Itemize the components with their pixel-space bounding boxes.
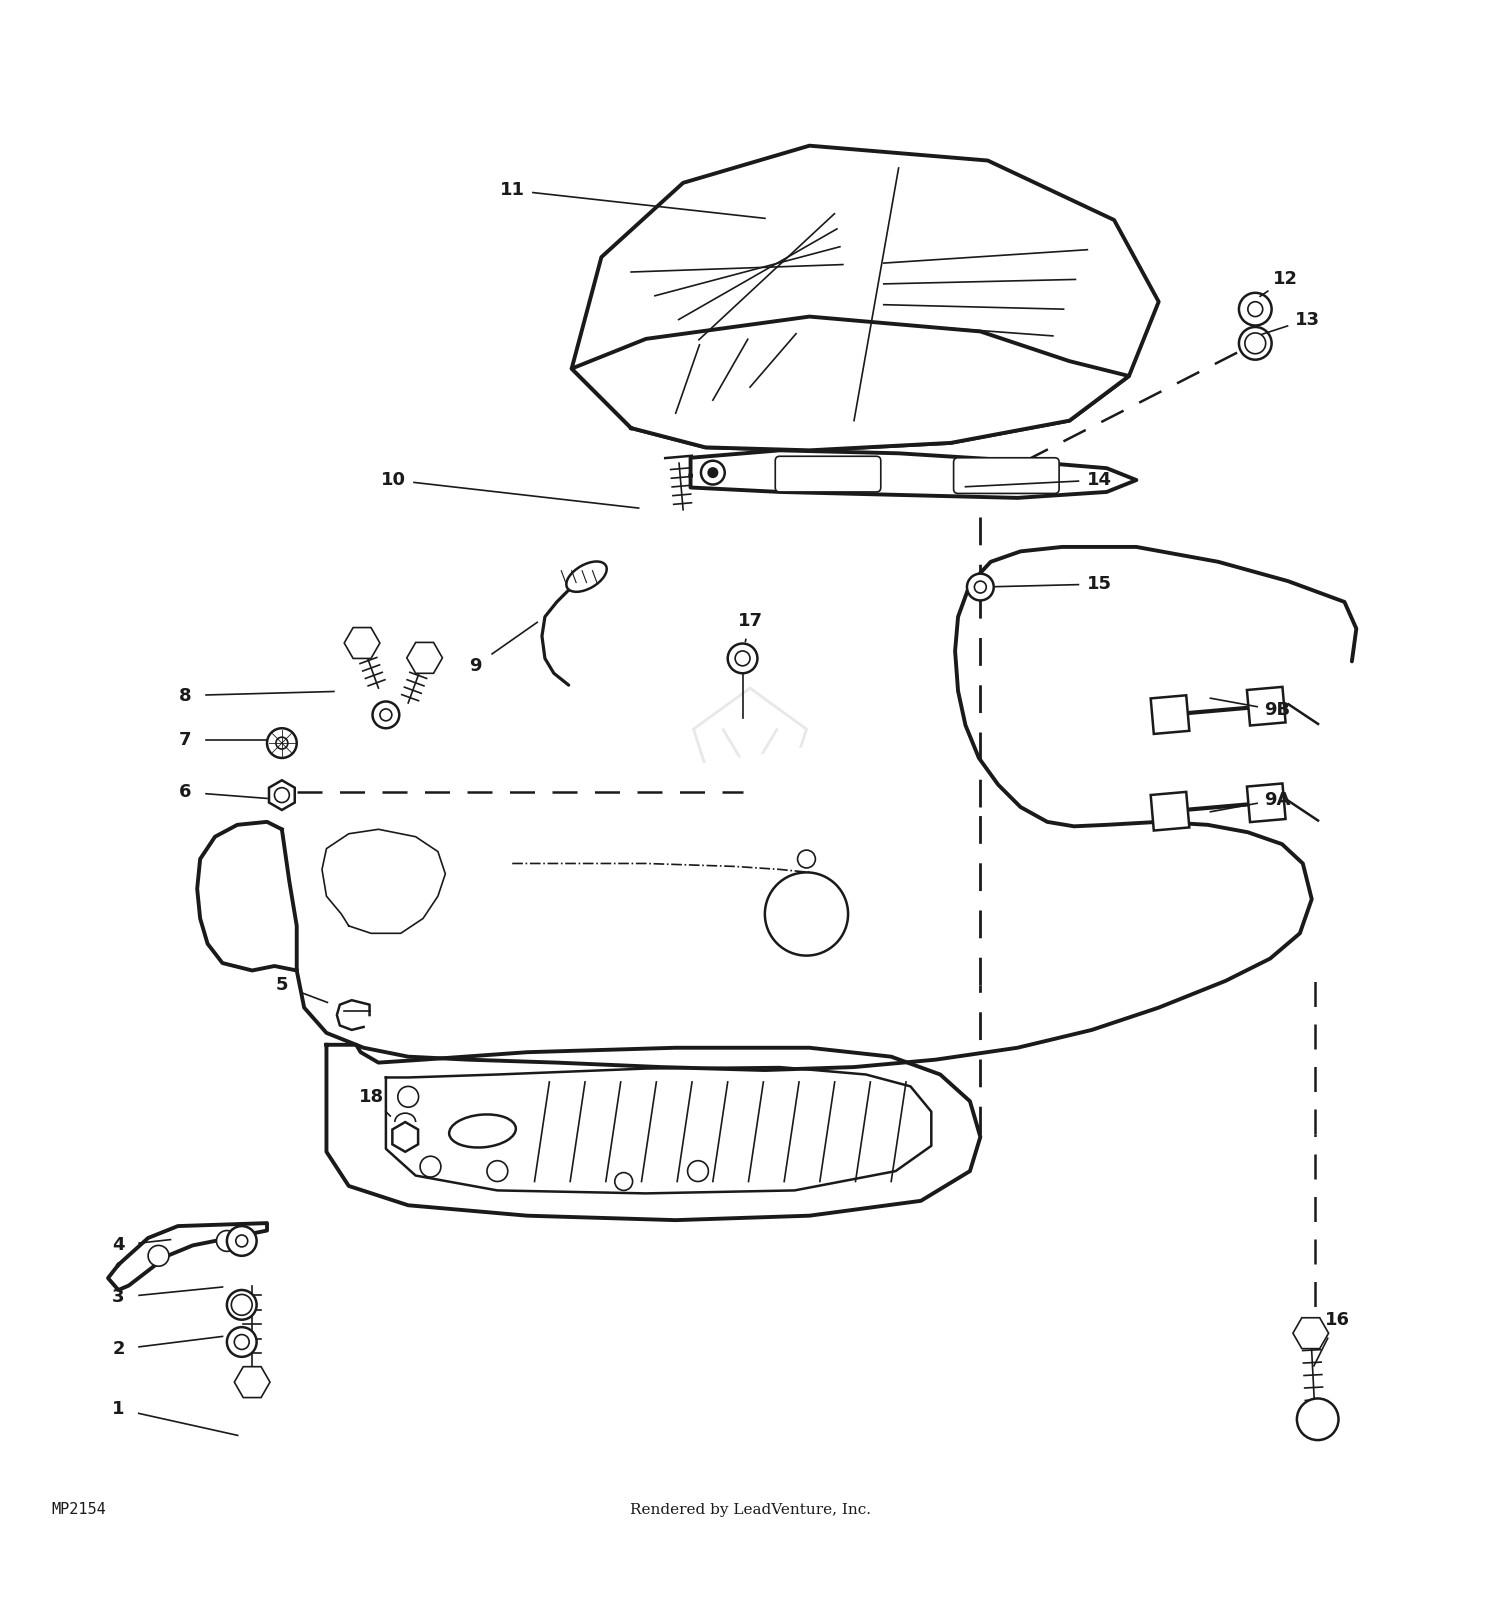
Text: 18: 18	[358, 1088, 384, 1106]
Circle shape	[231, 1294, 252, 1315]
FancyBboxPatch shape	[776, 457, 880, 492]
Circle shape	[420, 1156, 441, 1177]
Circle shape	[1298, 1398, 1338, 1440]
Polygon shape	[393, 1122, 418, 1152]
Text: 1: 1	[112, 1399, 125, 1417]
FancyBboxPatch shape	[954, 458, 1059, 494]
Circle shape	[765, 873, 847, 955]
Polygon shape	[1293, 1317, 1329, 1349]
Text: 13: 13	[1294, 310, 1320, 329]
Polygon shape	[282, 547, 1356, 1070]
Circle shape	[234, 1335, 249, 1349]
Text: 11: 11	[500, 181, 525, 199]
Circle shape	[234, 1298, 249, 1312]
Text: 16: 16	[1324, 1311, 1350, 1328]
Circle shape	[798, 851, 816, 868]
Circle shape	[267, 728, 297, 759]
Circle shape	[975, 581, 987, 592]
Polygon shape	[344, 628, 380, 659]
Circle shape	[1239, 328, 1272, 360]
Text: 7: 7	[178, 731, 192, 749]
Text: 2: 2	[112, 1341, 125, 1359]
Circle shape	[398, 1086, 418, 1107]
Text: 4: 4	[112, 1236, 125, 1254]
Text: 9B: 9B	[1264, 702, 1290, 720]
Text: 12: 12	[1272, 271, 1298, 289]
Ellipse shape	[567, 562, 606, 592]
Circle shape	[735, 650, 750, 667]
Text: MP2154: MP2154	[51, 1503, 106, 1517]
Circle shape	[700, 460, 724, 484]
Text: 17: 17	[738, 612, 762, 629]
Circle shape	[226, 1227, 256, 1256]
Text: Rendered by LeadVenture, Inc.: Rendered by LeadVenture, Inc.	[630, 1503, 870, 1517]
Polygon shape	[406, 642, 442, 673]
Polygon shape	[572, 316, 1130, 450]
Text: 3: 3	[112, 1288, 125, 1306]
Circle shape	[216, 1230, 237, 1251]
Text: 15: 15	[1086, 575, 1112, 592]
Polygon shape	[1246, 783, 1286, 822]
Text: 6: 6	[178, 783, 192, 801]
Text: 9: 9	[470, 657, 482, 675]
Circle shape	[226, 1290, 256, 1320]
Circle shape	[708, 468, 717, 478]
Circle shape	[488, 1160, 508, 1181]
Circle shape	[687, 1160, 708, 1181]
Text: 14: 14	[1086, 471, 1112, 489]
Circle shape	[968, 573, 993, 600]
Circle shape	[226, 1327, 256, 1357]
Polygon shape	[108, 1223, 267, 1290]
Polygon shape	[196, 822, 297, 970]
Circle shape	[615, 1173, 633, 1191]
Circle shape	[236, 1235, 248, 1248]
Circle shape	[380, 709, 392, 721]
Polygon shape	[572, 145, 1158, 450]
Polygon shape	[1150, 792, 1190, 831]
Polygon shape	[1246, 688, 1286, 726]
Circle shape	[372, 702, 399, 728]
Polygon shape	[234, 1367, 270, 1398]
Text: LEADVENTURE: LEADVENTURE	[636, 792, 864, 822]
Circle shape	[728, 644, 758, 673]
Text: 10: 10	[381, 471, 406, 489]
Polygon shape	[690, 450, 1137, 497]
Circle shape	[1248, 336, 1263, 350]
Ellipse shape	[448, 1114, 516, 1148]
Circle shape	[1239, 292, 1272, 326]
Polygon shape	[268, 780, 294, 810]
Text: 8: 8	[178, 686, 192, 705]
Circle shape	[276, 738, 288, 749]
Polygon shape	[327, 1044, 981, 1220]
Circle shape	[148, 1246, 170, 1267]
Circle shape	[274, 788, 290, 802]
Text: 9A: 9A	[1264, 791, 1292, 809]
Circle shape	[1248, 302, 1263, 316]
Text: 5: 5	[276, 976, 288, 994]
Circle shape	[1245, 332, 1266, 353]
Polygon shape	[1150, 696, 1190, 734]
